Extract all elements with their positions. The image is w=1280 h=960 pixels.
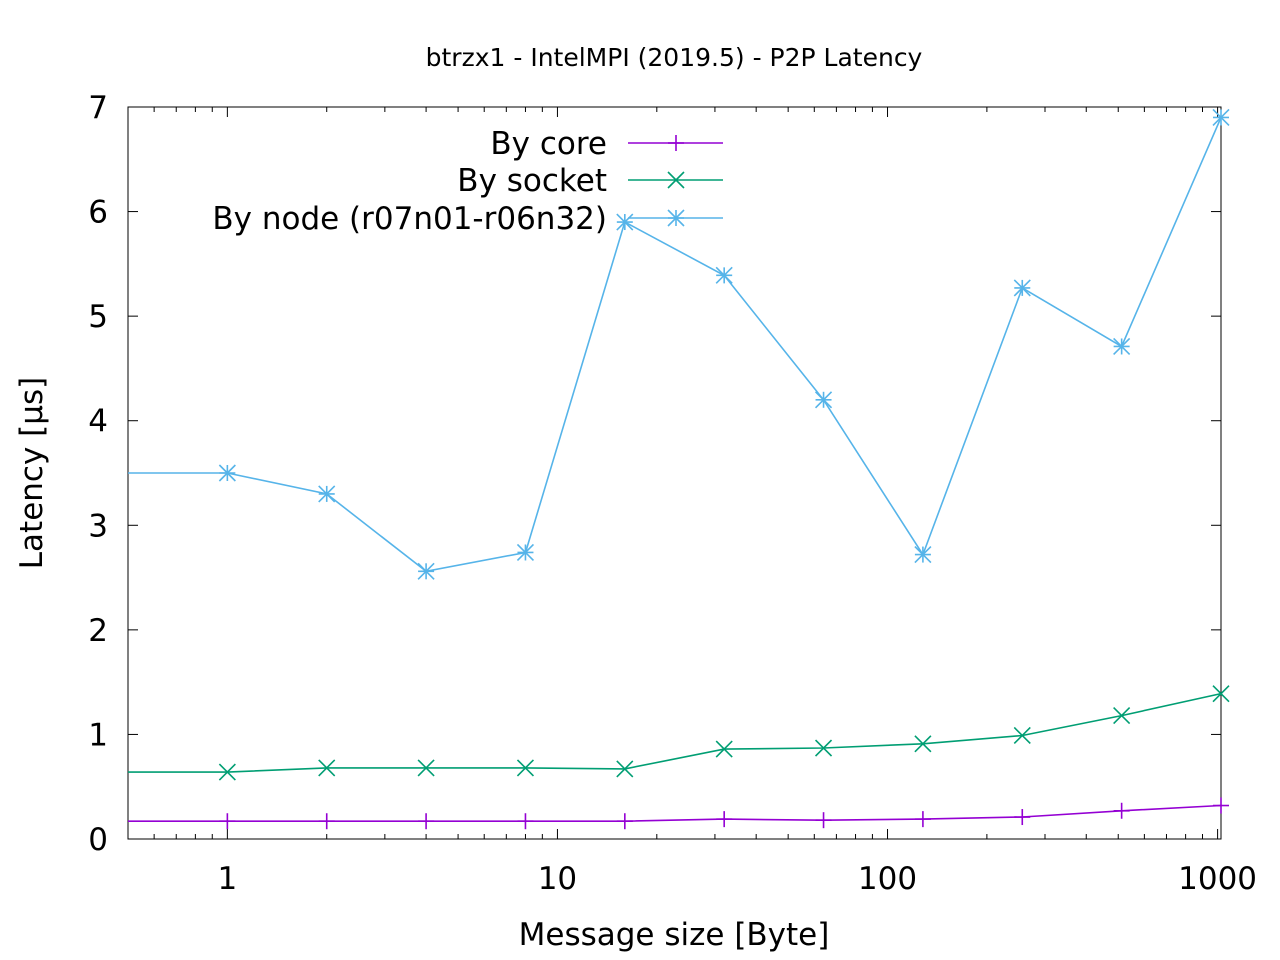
data-point — [715, 740, 733, 758]
y-tick-label: 3 — [88, 508, 108, 544]
data-point — [815, 812, 832, 829]
series-layer — [128, 108, 1230, 830]
y-tick-label: 7 — [88, 90, 108, 126]
data-point — [914, 735, 932, 753]
data-point — [1014, 809, 1031, 826]
x-axis-label: Message size [Byte] — [519, 917, 830, 953]
data-point — [516, 543, 535, 562]
data-point — [1113, 802, 1130, 819]
data-point — [668, 135, 684, 151]
y-tick-label: 5 — [88, 299, 108, 335]
data-point — [1013, 726, 1031, 745]
series-line — [128, 117, 1222, 573]
y-tick-label: 4 — [88, 404, 108, 440]
series-star — [128, 108, 1230, 580]
data-point — [417, 759, 435, 777]
series-plus — [128, 797, 1229, 830]
x-tick-label: 1000 — [1178, 861, 1257, 897]
data-point — [418, 813, 435, 830]
x-tick-label: 1 — [217, 861, 237, 897]
series-line — [128, 692, 1222, 773]
data-point — [1212, 108, 1230, 127]
data-point — [1113, 707, 1131, 725]
data-point — [1213, 797, 1229, 814]
data-point — [517, 813, 534, 830]
data-point — [814, 391, 833, 409]
data-point — [914, 811, 931, 828]
series-cross — [128, 685, 1230, 781]
y-axis-label: Latency [µs] — [14, 377, 50, 569]
data-point — [616, 213, 634, 231]
x-tick-label: 10 — [538, 861, 577, 897]
data-point — [318, 759, 336, 777]
y-tick-label: 1 — [88, 717, 108, 753]
data-point — [616, 760, 634, 778]
data-point — [318, 813, 335, 830]
data-point — [516, 759, 535, 777]
y-tick-label: 0 — [88, 822, 108, 858]
data-point — [667, 171, 685, 189]
data-point — [1212, 685, 1230, 703]
data-point — [318, 485, 336, 503]
data-point — [417, 562, 435, 580]
legend-label: By core — [490, 126, 607, 162]
data-point — [667, 209, 685, 227]
legend-label: By socket — [457, 163, 607, 199]
data-point — [914, 546, 932, 564]
tick-labels: 0 1 2 3 4 5 6 7 1 10 100 1000 — [88, 90, 1257, 897]
data-point — [716, 811, 733, 828]
data-point — [715, 266, 733, 284]
y-tick-label: 2 — [88, 613, 108, 649]
data-point — [218, 464, 236, 482]
legend-label: By node (r07n01-r06n32) — [212, 201, 607, 237]
data-point — [1013, 279, 1031, 297]
data-point — [1113, 337, 1131, 356]
axis-ticks — [127, 106, 1221, 840]
data-point — [616, 813, 633, 830]
series-line — [128, 804, 1222, 823]
x-tick-label: 100 — [858, 861, 917, 897]
data-point — [218, 763, 236, 781]
data-point — [219, 813, 236, 830]
chart-title: btrzx1 - IntelMPI (2019.5) - P2P Latency — [426, 43, 923, 72]
y-tick-label: 6 — [88, 195, 108, 231]
data-point — [814, 739, 833, 757]
